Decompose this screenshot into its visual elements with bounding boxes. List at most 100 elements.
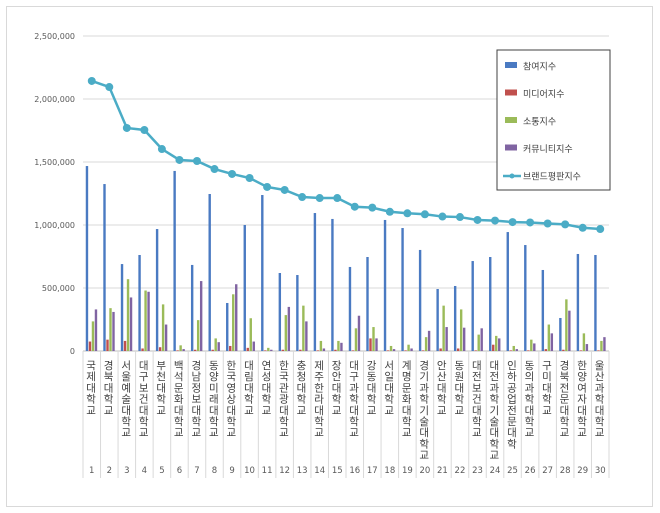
bar-2-14: [319, 340, 323, 351]
category-char: 학: [367, 394, 377, 406]
category-char: 한: [279, 360, 289, 372]
category-char: 학: [332, 394, 342, 406]
category-char: 대: [279, 405, 289, 417]
category-char: 학: [419, 438, 429, 450]
line-point-28: [561, 220, 570, 229]
category-char: 교: [191, 427, 201, 439]
bar-0-28: [559, 317, 562, 351]
y-tick-label: 2,500,000: [34, 32, 75, 41]
category-char: 교: [490, 450, 500, 462]
legend-swatch: [505, 89, 517, 96]
category-char: 영: [227, 382, 237, 394]
category-char: 북: [560, 371, 570, 383]
bar-2-2: [109, 308, 112, 351]
category-char: 과: [490, 382, 500, 394]
bar-0-5: [155, 229, 159, 351]
category-char: 보: [472, 382, 482, 394]
category-char: 대: [139, 360, 149, 372]
category-char: 술: [419, 416, 429, 428]
category-char: 과: [525, 382, 535, 394]
legend-label: 미디어지수: [523, 89, 564, 100]
bar-1-6: [176, 350, 179, 351]
category-char: 학: [121, 416, 131, 428]
category-char: 문: [560, 394, 570, 406]
bar-2-19: [407, 344, 410, 351]
bar-2-4: [144, 290, 147, 351]
bar-3-10: [252, 341, 255, 351]
bar-1-30: [597, 350, 600, 351]
bar-1-3: [123, 340, 127, 351]
category-char: 교: [86, 405, 96, 417]
rank-label: 16: [349, 466, 360, 476]
category-char: 한: [314, 382, 324, 394]
bar-0-16: [348, 266, 352, 351]
category-char: 하: [507, 370, 517, 383]
bar-2-16: [354, 328, 358, 351]
bar-2-10: [249, 318, 252, 351]
bar-2-26: [530, 339, 533, 351]
category-char: 교: [384, 405, 394, 417]
bar-0-17: [366, 257, 369, 351]
category-char: 대: [191, 405, 201, 417]
bar-2-11: [267, 347, 270, 351]
category-char: 대: [490, 427, 500, 439]
category-char: 과: [419, 382, 429, 394]
bar-1-20: [421, 350, 425, 351]
category-char: 건: [139, 394, 149, 406]
line-point-6: [175, 155, 184, 164]
category-char: 대: [542, 382, 552, 394]
category-char: 교: [367, 405, 377, 417]
bar-2-15: [337, 340, 340, 351]
category-char: 대: [244, 360, 254, 372]
category-char: 학: [437, 394, 447, 406]
rank-label: 23: [472, 466, 483, 476]
category-char: 라: [314, 394, 324, 406]
category-char: 기: [419, 371, 429, 383]
category-char: 학: [384, 394, 394, 406]
bar-1-12: [281, 349, 285, 351]
rank-label: 22: [455, 466, 466, 476]
category-char: 대: [314, 405, 324, 417]
category-char: 대: [472, 405, 482, 417]
bar-2-5: [161, 304, 165, 351]
category-char: 안: [332, 371, 342, 383]
category-char: 대: [525, 405, 535, 417]
bar-3-22: [462, 327, 466, 351]
rank-label: 11: [262, 466, 273, 476]
category-char: 인: [507, 360, 517, 372]
category-char: 광: [279, 394, 289, 406]
rank-label: 19: [402, 466, 413, 476]
bar-0-22: [453, 285, 457, 351]
category-char: 대: [121, 405, 131, 417]
rank-label: 21: [437, 466, 448, 476]
bar-0-14: [313, 213, 317, 351]
bar-2-1: [91, 321, 95, 351]
category-char: 석: [174, 371, 184, 383]
bar-3-23: [480, 328, 483, 351]
rank-label: 10: [244, 466, 255, 476]
category-char: 양: [577, 371, 587, 383]
bar-1-21: [439, 348, 442, 351]
category-char: 문: [402, 382, 412, 394]
bar-1-26: [527, 350, 530, 351]
category-char: 동: [209, 360, 219, 372]
rank-label: 29: [577, 466, 588, 476]
legend-swatch: [505, 117, 517, 123]
line-point-13: [298, 193, 307, 202]
category-char: 교: [314, 427, 324, 439]
bar-0-11: [261, 195, 264, 351]
bar-0-13: [296, 275, 299, 351]
line-point-20: [420, 210, 429, 219]
category-char: 명: [402, 371, 412, 383]
line-point-21: [438, 212, 447, 221]
category-char: 울: [595, 360, 605, 372]
category-char: 대: [454, 382, 464, 394]
bar-3-9: [235, 284, 238, 351]
rank-label: 12: [279, 466, 290, 476]
rank-label: 26: [525, 466, 536, 476]
category-char: 교: [262, 405, 272, 417]
